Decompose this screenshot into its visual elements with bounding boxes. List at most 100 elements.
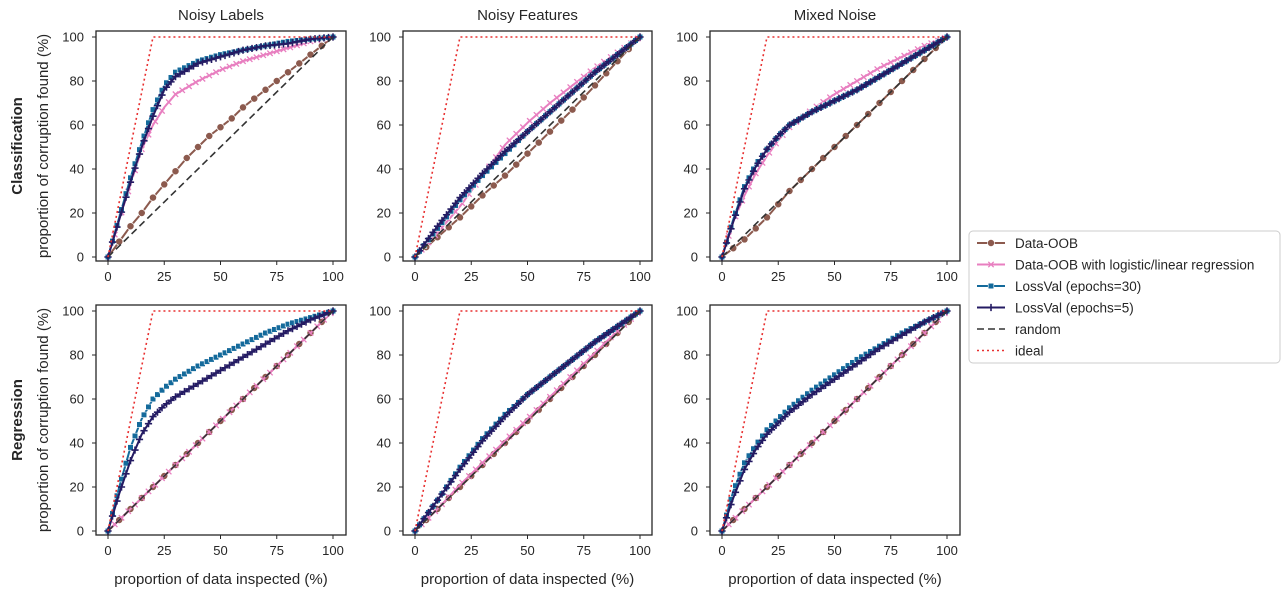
marker-lossval5 bbox=[839, 369, 848, 377]
marker-lossval30 bbox=[158, 387, 166, 394]
marker-dataoob_lin bbox=[185, 83, 193, 90]
marker-lossval5 bbox=[203, 374, 211, 382]
marker-lossval5 bbox=[907, 326, 915, 334]
marker-lossval5 bbox=[185, 65, 193, 73]
marker-lossval5 bbox=[510, 404, 518, 412]
marker-lossval5 bbox=[257, 343, 265, 351]
y-tick-label: 20 bbox=[70, 480, 84, 495]
marker-lossval30 bbox=[163, 383, 170, 390]
x-axis-label: proportion of data inspected (%) bbox=[421, 571, 634, 588]
legend-item-dataoob_lin: Data-OOB with logistic/linear regression bbox=[977, 258, 1254, 273]
marker-lossval5 bbox=[844, 90, 852, 98]
marker-dataoob_lin bbox=[867, 69, 874, 77]
marker-lossval5 bbox=[149, 112, 157, 120]
marker-lossval5 bbox=[207, 55, 216, 64]
marker-lossval5 bbox=[447, 478, 455, 486]
panel-classification-noisy-labels: 0 25 50 75 100 0 20 40 60 80 100 Noisy Labels propor… bbox=[9, 7, 347, 284]
marker-lossval5 bbox=[297, 320, 306, 328]
series-line-random bbox=[107, 36, 334, 258]
x-tick-label: 25 bbox=[771, 543, 785, 558]
marker-lossval5 bbox=[420, 241, 428, 249]
marker-dataoob_lin bbox=[219, 65, 226, 73]
x-tick-label: 100 bbox=[629, 269, 651, 284]
marker-lossval5 bbox=[866, 350, 875, 359]
row-label: Classification bbox=[9, 97, 26, 195]
legend-item-ideal: ideal bbox=[977, 344, 1044, 359]
marker-lossval5 bbox=[586, 72, 595, 80]
marker-lossval5 bbox=[731, 488, 740, 496]
x-tick-label: 0 bbox=[718, 543, 725, 558]
marker-lossval5 bbox=[117, 483, 126, 491]
marker-lossval5 bbox=[185, 385, 193, 393]
row-label: Regression bbox=[9, 379, 26, 461]
marker-lossval5 bbox=[180, 387, 189, 396]
marker-dataoob_lin bbox=[833, 89, 840, 97]
marker-dataoob bbox=[149, 193, 157, 202]
marker-lossval5 bbox=[794, 401, 803, 409]
legend-item-random: random bbox=[977, 322, 1061, 337]
x-tick-label: 50 bbox=[520, 269, 534, 284]
marker-dataoob bbox=[284, 68, 292, 77]
marker-lossval5 bbox=[835, 372, 843, 380]
marker-dataoob_lin bbox=[506, 433, 513, 440]
marker-lossval5 bbox=[758, 152, 767, 160]
marker-lossval5 bbox=[803, 110, 812, 119]
marker-lossval5 bbox=[510, 139, 518, 148]
marker-lossval5 bbox=[785, 408, 794, 416]
marker-lossval5 bbox=[889, 65, 897, 73]
marker-dataoob_lin bbox=[206, 72, 213, 79]
marker-dataoob_lin bbox=[280, 46, 287, 53]
marker-lossval5 bbox=[875, 344, 884, 352]
marker-lossval5 bbox=[293, 38, 301, 46]
marker-lossval5 bbox=[167, 396, 175, 404]
marker-lossval5 bbox=[925, 43, 933, 52]
marker-lossval5 bbox=[609, 54, 617, 62]
marker-lossval5 bbox=[821, 101, 830, 109]
marker-lossval5 bbox=[514, 135, 523, 144]
marker-lossval5 bbox=[293, 322, 301, 330]
x-tick-label: 100 bbox=[322, 269, 344, 284]
marker-lossval5 bbox=[198, 58, 207, 66]
markers-lossval5 bbox=[104, 307, 337, 535]
marker-lossval5 bbox=[898, 59, 906, 67]
marker-lossval5 bbox=[622, 316, 631, 324]
marker-dataoob_lin bbox=[567, 373, 574, 381]
marker-lossval5 bbox=[433, 496, 442, 504]
marker-lossval5 bbox=[866, 78, 875, 86]
marker-lossval5 bbox=[911, 323, 920, 331]
series-group bbox=[104, 307, 337, 535]
x-tick-label: 25 bbox=[157, 543, 171, 558]
marker-lossval5 bbox=[848, 363, 857, 371]
legend-box bbox=[968, 230, 1281, 364]
marker-lossval5 bbox=[595, 335, 604, 343]
marker-lossval5 bbox=[767, 426, 776, 434]
marker-lossval5 bbox=[604, 58, 613, 66]
marker-lossval5 bbox=[781, 125, 789, 133]
marker-lossval5 bbox=[447, 205, 455, 213]
marker-lossval5 bbox=[731, 211, 740, 219]
marker-lossval5 bbox=[740, 185, 749, 193]
marker-lossval5 bbox=[740, 465, 749, 473]
marker-lossval5 bbox=[261, 340, 270, 348]
marker-lossval5 bbox=[799, 398, 807, 406]
legend-item-lossval30: LossVal (epochs=30) bbox=[977, 279, 1141, 294]
marker-dataoob_lin bbox=[594, 347, 601, 354]
y-axis-label: proportion of corruption found (%) bbox=[35, 34, 52, 258]
marker-lossval5 bbox=[311, 314, 319, 322]
marker-dataoob bbox=[227, 114, 236, 123]
marker-dataoob bbox=[272, 77, 281, 85]
x-axis-label: proportion of data inspected (%) bbox=[114, 571, 327, 588]
marker-lossval30 bbox=[149, 395, 157, 403]
marker-lossval5 bbox=[270, 335, 279, 343]
marker-dataoob_lin bbox=[860, 73, 867, 81]
marker-lossval5 bbox=[528, 387, 536, 395]
x-tick-label: 100 bbox=[629, 543, 651, 558]
marker-lossval5 bbox=[225, 50, 234, 58]
series-line-random bbox=[721, 36, 948, 258]
y-tick-label: 0 bbox=[77, 250, 84, 265]
marker-lossval5 bbox=[763, 430, 771, 438]
series-group bbox=[411, 33, 644, 261]
marker-lossval5 bbox=[234, 47, 243, 56]
marker-dataoob bbox=[317, 41, 326, 50]
